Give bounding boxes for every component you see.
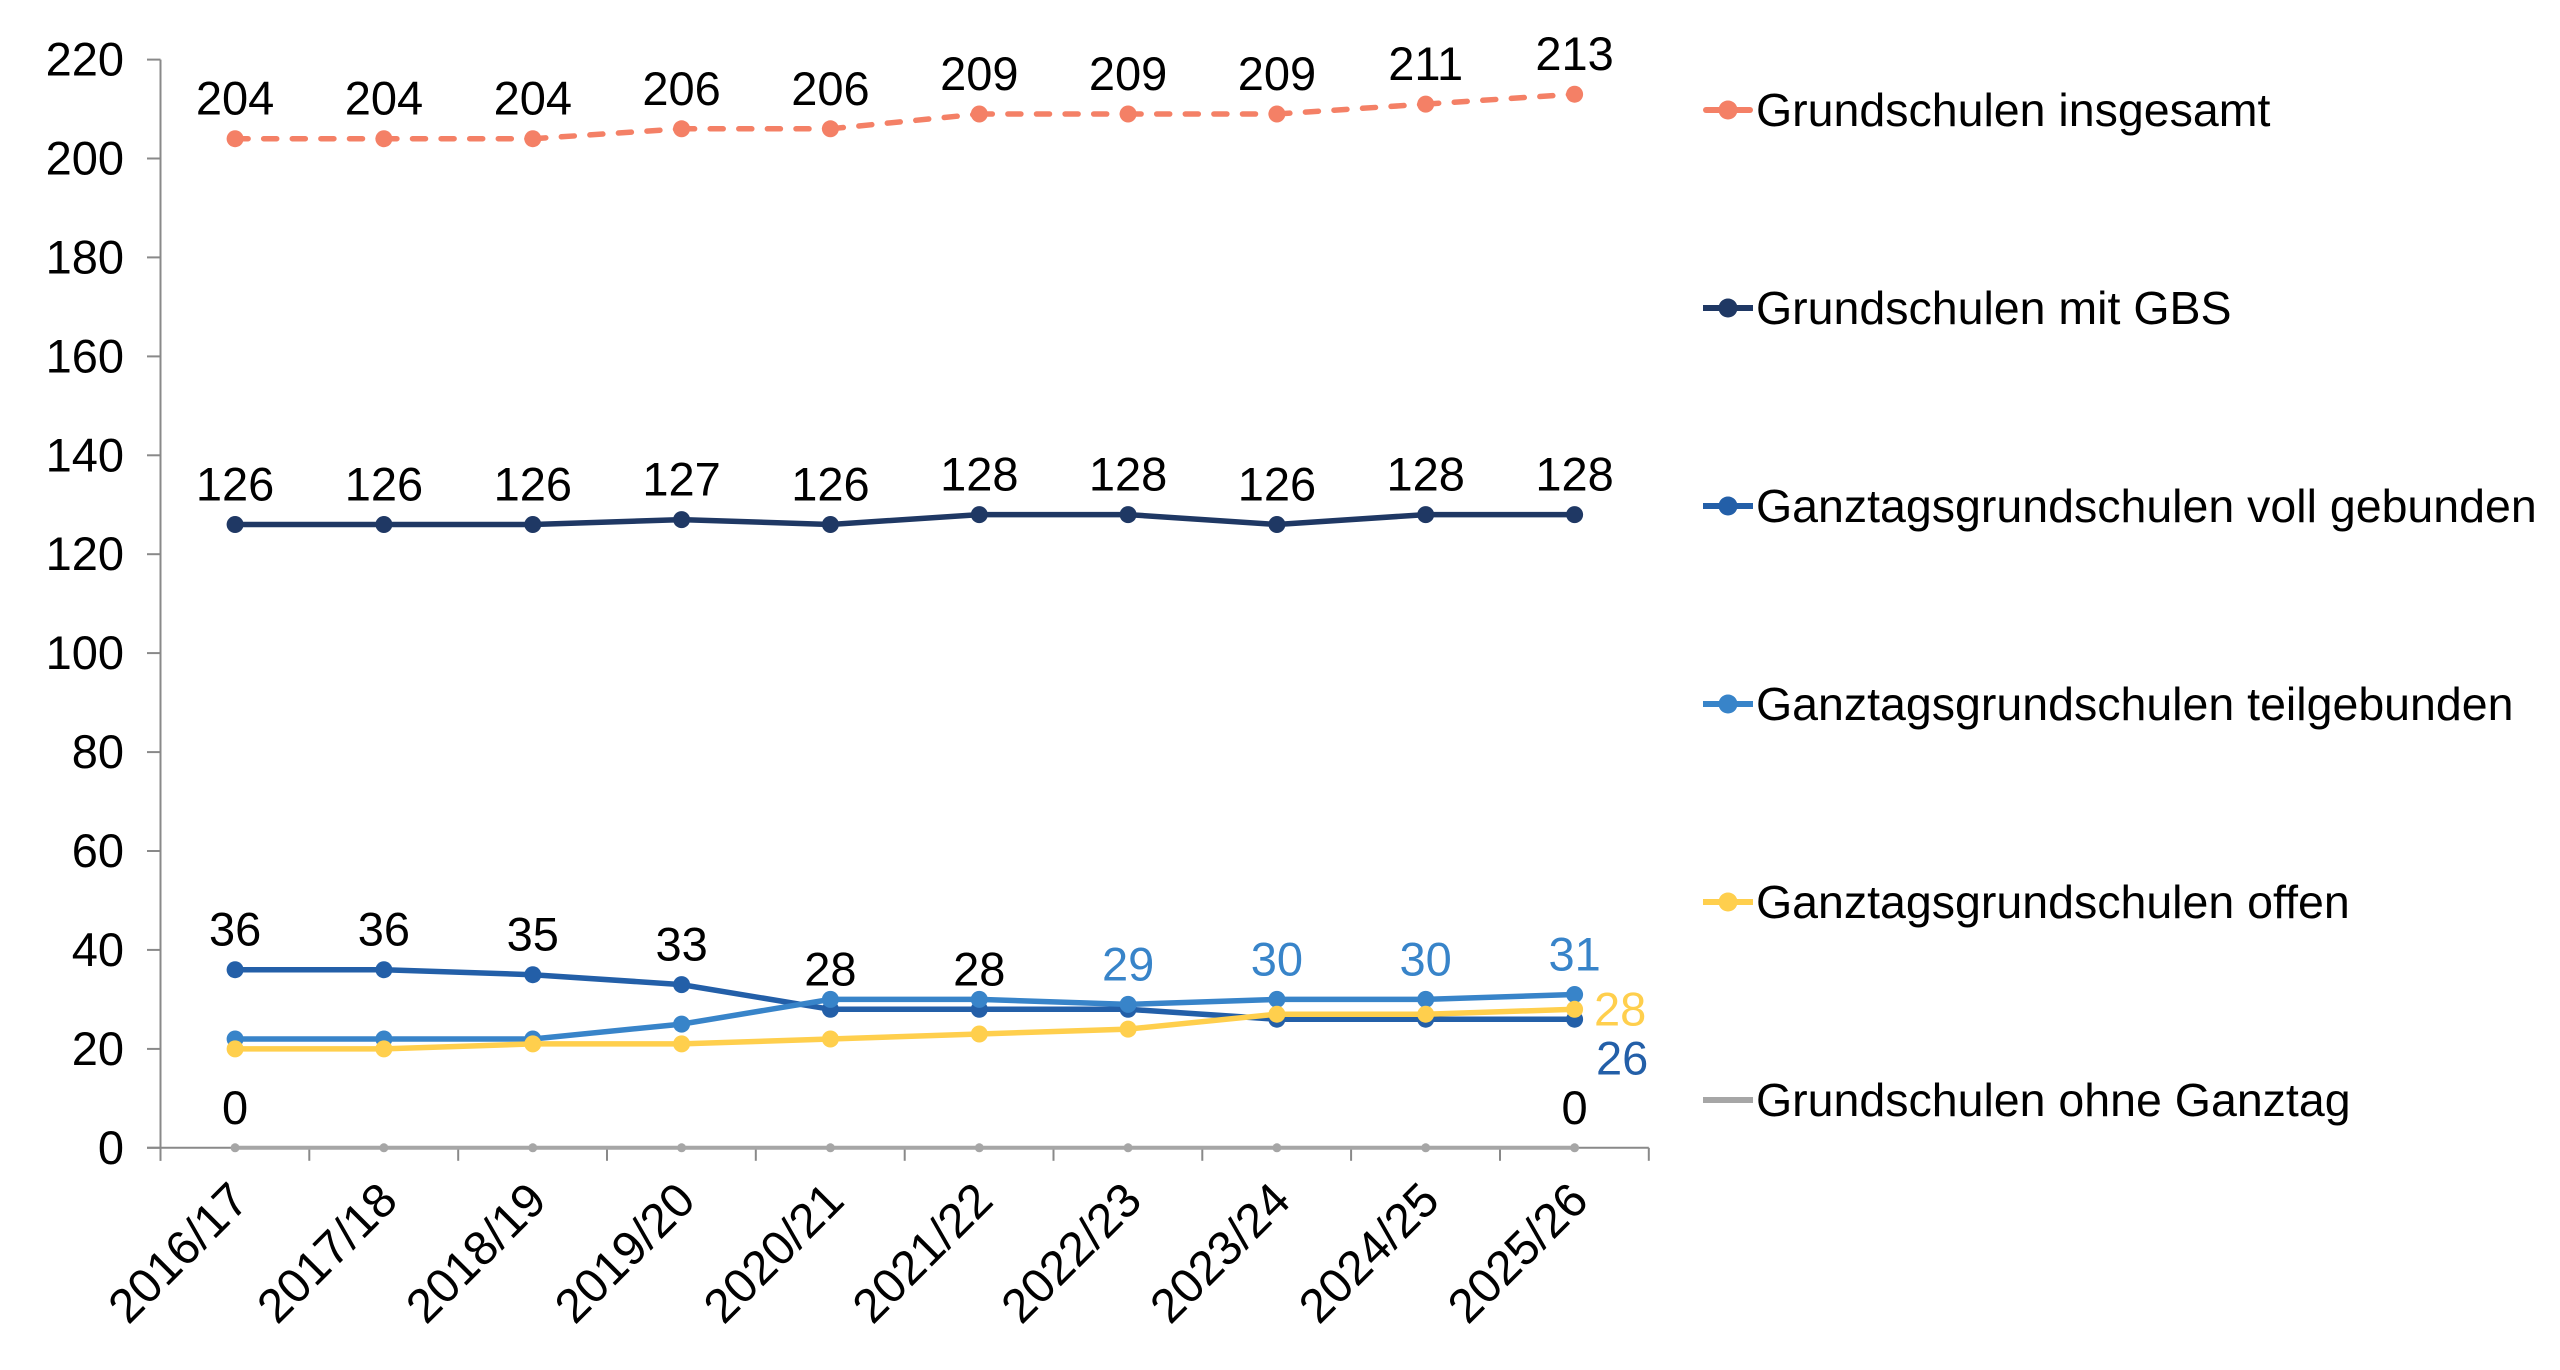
svg-text:128: 128 [940, 448, 1018, 501]
svg-text:126: 126 [791, 458, 869, 511]
svg-text:209: 209 [1238, 47, 1316, 100]
svg-text:Ganztagsgrundschulen teilgebun: Ganztagsgrundschulen teilgebunden [1756, 678, 2514, 730]
svg-text:204: 204 [345, 72, 423, 125]
svg-text:28: 28 [953, 942, 1005, 995]
svg-text:80: 80 [72, 725, 124, 778]
svg-text:40: 40 [72, 923, 124, 976]
svg-text:30: 30 [1400, 932, 1452, 985]
svg-text:126: 126 [494, 458, 572, 511]
svg-text:100: 100 [46, 626, 124, 679]
svg-text:36: 36 [358, 903, 410, 956]
svg-text:213: 213 [1535, 27, 1613, 80]
svg-text:28: 28 [804, 942, 856, 995]
svg-text:Grundschulen mit GBS: Grundschulen mit GBS [1756, 282, 2232, 334]
svg-text:Ganztagsgrundschulen offen: Ganztagsgrundschulen offen [1756, 876, 2350, 928]
svg-text:126: 126 [1238, 458, 1316, 511]
svg-text:160: 160 [46, 329, 124, 382]
svg-text:0: 0 [98, 1121, 124, 1174]
svg-text:140: 140 [46, 428, 124, 481]
svg-text:220: 220 [46, 33, 124, 86]
svg-text:0: 0 [222, 1081, 248, 1134]
svg-text:33: 33 [655, 918, 707, 971]
svg-text:26: 26 [1596, 1032, 1648, 1085]
svg-text:31: 31 [1548, 928, 1600, 981]
svg-text:28: 28 [1594, 982, 1646, 1035]
svg-text:180: 180 [46, 230, 124, 283]
svg-text:Grundschulen ohne Ganztag: Grundschulen ohne Ganztag [1756, 1074, 2351, 1126]
svg-text:35: 35 [507, 908, 559, 961]
svg-text:204: 204 [196, 72, 274, 125]
svg-text:204: 204 [494, 72, 572, 125]
svg-text:209: 209 [1089, 47, 1167, 100]
svg-text:Ganztagsgrundschulen voll gebu: Ganztagsgrundschulen voll gebunden [1756, 480, 2537, 532]
svg-text:128: 128 [1535, 448, 1613, 501]
svg-text:30: 30 [1251, 932, 1303, 985]
svg-text:120: 120 [46, 527, 124, 580]
svg-text:36: 36 [209, 903, 261, 956]
svg-text:211: 211 [1388, 37, 1463, 90]
svg-text:Grundschulen insgesamt: Grundschulen insgesamt [1756, 84, 2270, 136]
svg-text:126: 126 [345, 458, 423, 511]
svg-text:0: 0 [1562, 1081, 1588, 1134]
svg-text:127: 127 [642, 453, 720, 506]
svg-text:126: 126 [196, 458, 274, 511]
svg-text:20: 20 [72, 1022, 124, 1075]
svg-text:206: 206 [791, 62, 869, 115]
svg-text:209: 209 [940, 47, 1018, 100]
svg-text:128: 128 [1089, 448, 1167, 501]
svg-text:200: 200 [46, 132, 124, 185]
svg-text:128: 128 [1386, 448, 1464, 501]
svg-text:206: 206 [642, 62, 720, 115]
svg-text:60: 60 [72, 824, 124, 877]
svg-text:29: 29 [1102, 937, 1154, 990]
